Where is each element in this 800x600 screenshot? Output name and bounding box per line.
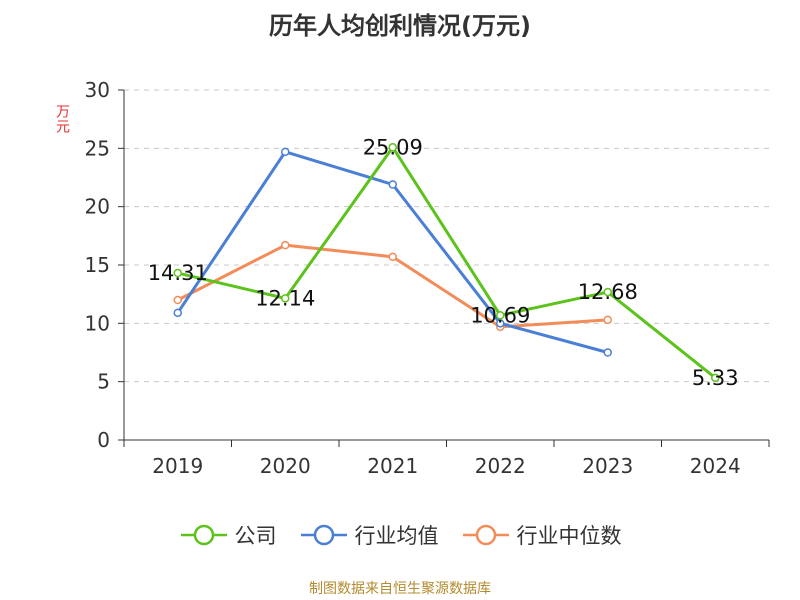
y-tick-label: 15 [85,253,110,277]
data-point[interactable] [603,315,612,325]
data-point[interactable] [388,252,397,262]
x-tick-label: 2020 [260,454,311,478]
legend-line-marker-icon [462,524,509,546]
y-tick-label: 20 [85,195,110,219]
y-tick-label: 5 [97,370,110,394]
series-line [177,145,717,379]
legend-item[interactable]: 行业中位数 [461,520,622,550]
data-point[interactable] [603,348,612,357]
y-tick-label: 10 [85,311,110,335]
data-label: 25.09 [363,135,423,159]
data-point[interactable] [603,287,612,297]
data-point[interactable] [711,373,720,383]
source-note: 制图数据来自恒生聚源数据库 [309,581,491,597]
data-label: 12.14 [255,286,315,310]
data-point[interactable] [496,319,505,328]
y-axis-label: 万元 [54,104,70,134]
data-point[interactable] [173,268,182,278]
data-label: 12.68 [578,280,638,304]
legend-label: 行业中位数 [516,524,622,548]
data-point[interactable] [281,147,290,157]
y-tick-label: 30 [85,78,110,102]
data-point[interactable] [173,308,182,318]
data-point[interactable] [173,295,182,305]
x-tick-label: 2022 [475,454,526,478]
data-point[interactable] [281,240,290,250]
legend-item[interactable]: 行业均值 [299,520,439,550]
data-point[interactable] [496,311,505,320]
legend-line-marker-icon [180,524,227,546]
x-tick-label: 2023 [582,454,633,478]
data-label: 5.33 [692,366,739,390]
x-tick-label: 2021 [367,454,418,478]
legend-label: 行业均值 [354,524,439,548]
data-point[interactable] [388,180,397,189]
data-label: 14.31 [148,261,208,285]
y-tick-label: 25 [85,136,110,160]
x-tick-label: 2019 [152,454,203,478]
y-tick-label: 0 [97,428,110,452]
legend-item[interactable]: 公司 [179,520,277,550]
x-tick-label: 2024 [690,454,741,478]
data-point[interactable] [388,143,397,152]
legend-label: 公司 [234,524,277,548]
chart-title: 历年人均创利情况(万元) [269,12,531,40]
legend-line-marker-icon [300,524,347,546]
data-point[interactable] [281,294,290,303]
data-label: 10.69 [470,303,530,327]
legend: 公司 行业均值 行业中位数 [0,520,800,550]
